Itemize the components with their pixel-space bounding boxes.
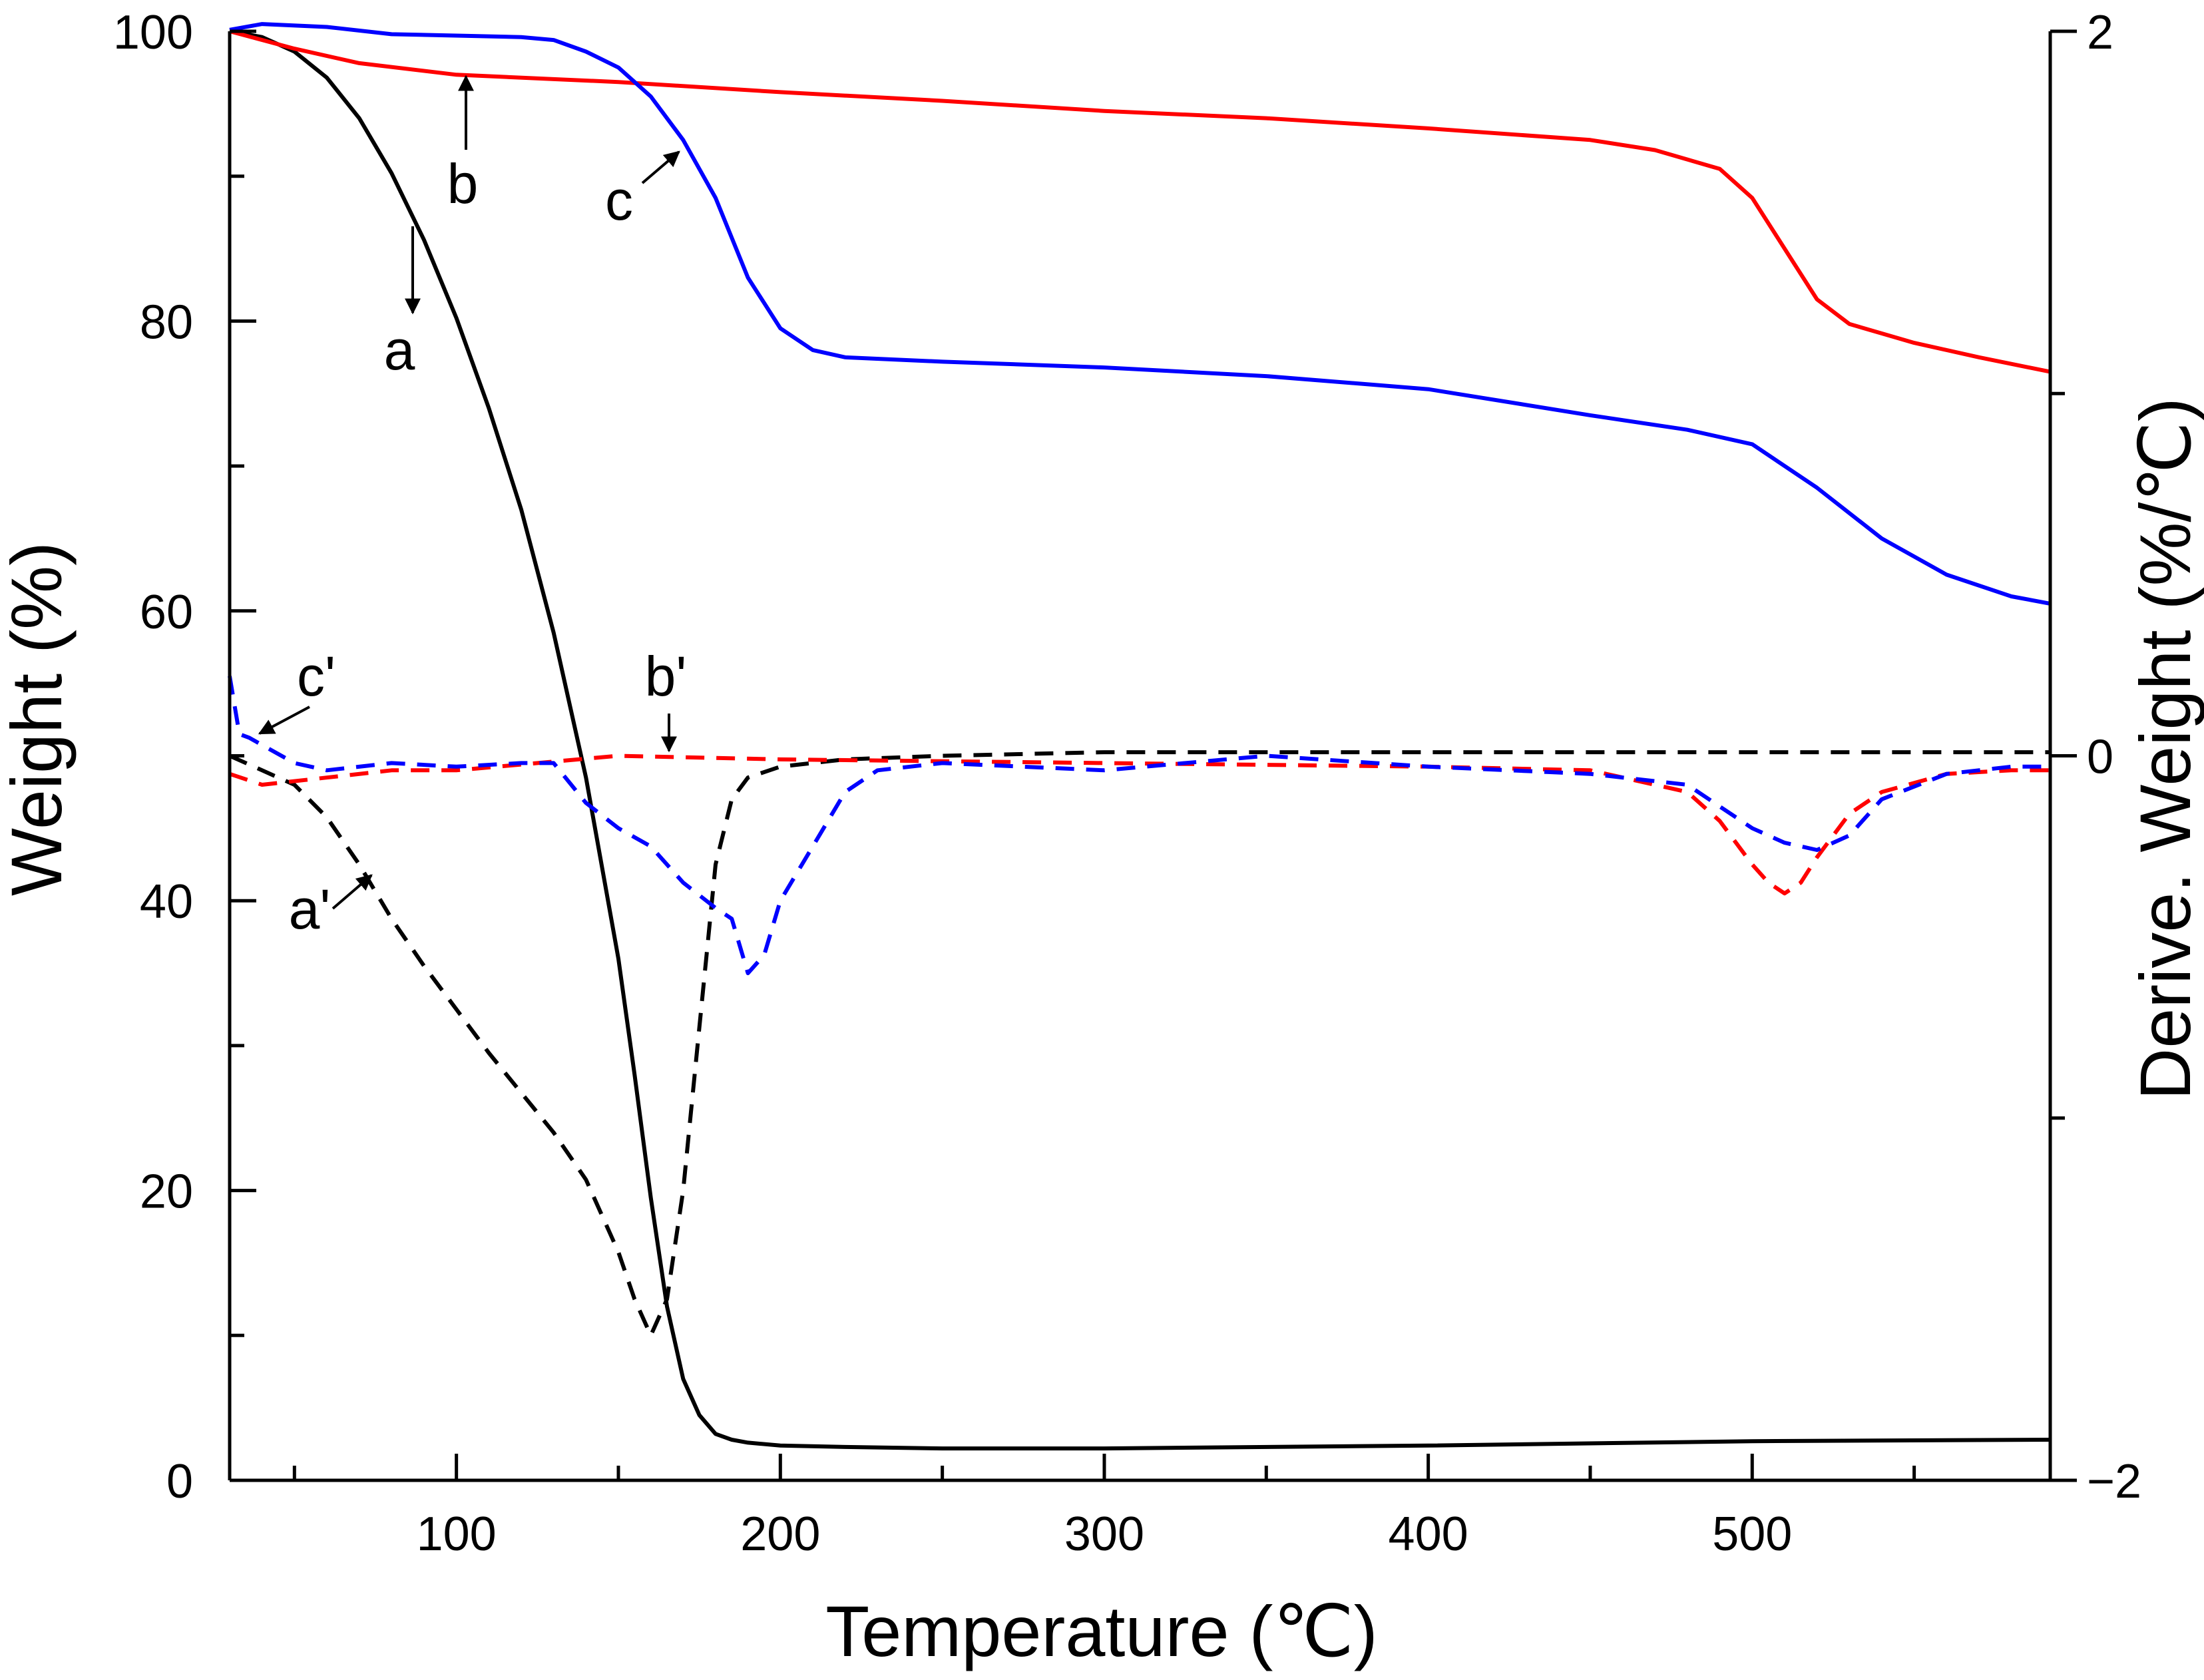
x-tick-label: 200 — [740, 1508, 820, 1561]
series-line-c — [229, 22, 2051, 606]
series-line-b — [229, 29, 2051, 374]
annotation-label-c-prime: c' — [297, 645, 335, 708]
x-tick-label: 100 — [417, 1508, 497, 1561]
annotation-label-a-prime: a' — [289, 878, 331, 941]
annotation-layer: a b c a' b' c' — [258, 75, 687, 941]
y2-tick-label: −2 — [2087, 1455, 2141, 1508]
series-line-a-prime — [228, 750, 2050, 1338]
x-tick-label: 400 — [1389, 1508, 1468, 1561]
y2-tick-label: 0 — [2087, 731, 2113, 784]
y-tick-label: 60 — [140, 586, 193, 639]
series-layer — [228, 22, 2051, 1451]
annotation-label-a: a — [384, 319, 415, 381]
y2-axis-title: Derive. Weight (%/℃) — [2125, 397, 2204, 1100]
x-axis-title: Temperature (℃) — [825, 1591, 1378, 1671]
annotation-label-b-prime: b' — [645, 645, 687, 708]
axes-layer: 100 200 300 400 500 0 20 40 60 80 100 −2 0 2 — [113, 6, 2141, 1561]
series-line-c-prime — [228, 676, 2050, 976]
y-axis-title: Weight (%) — [0, 542, 77, 896]
series-line-a — [229, 29, 2051, 1451]
annotation-arrow-c — [641, 150, 680, 184]
y-tick-label: 80 — [140, 296, 193, 349]
y2-tick-label: 2 — [2087, 6, 2113, 59]
annotation-arrow-c-prime — [258, 706, 310, 735]
y-tick-label: 20 — [140, 1165, 193, 1219]
annotation-label-b: b — [447, 152, 479, 215]
annotation-label-c: c — [605, 169, 633, 232]
x-tick-label: 300 — [1064, 1508, 1144, 1561]
y-tick-label: 100 — [113, 6, 193, 59]
series-line-b-prime — [229, 753, 2050, 896]
x-tick-label: 500 — [1712, 1508, 1792, 1561]
annotation-arrow-a-prime — [331, 874, 373, 910]
y-tick-label: 40 — [140, 875, 193, 929]
y-tick-label: 0 — [166, 1455, 193, 1508]
